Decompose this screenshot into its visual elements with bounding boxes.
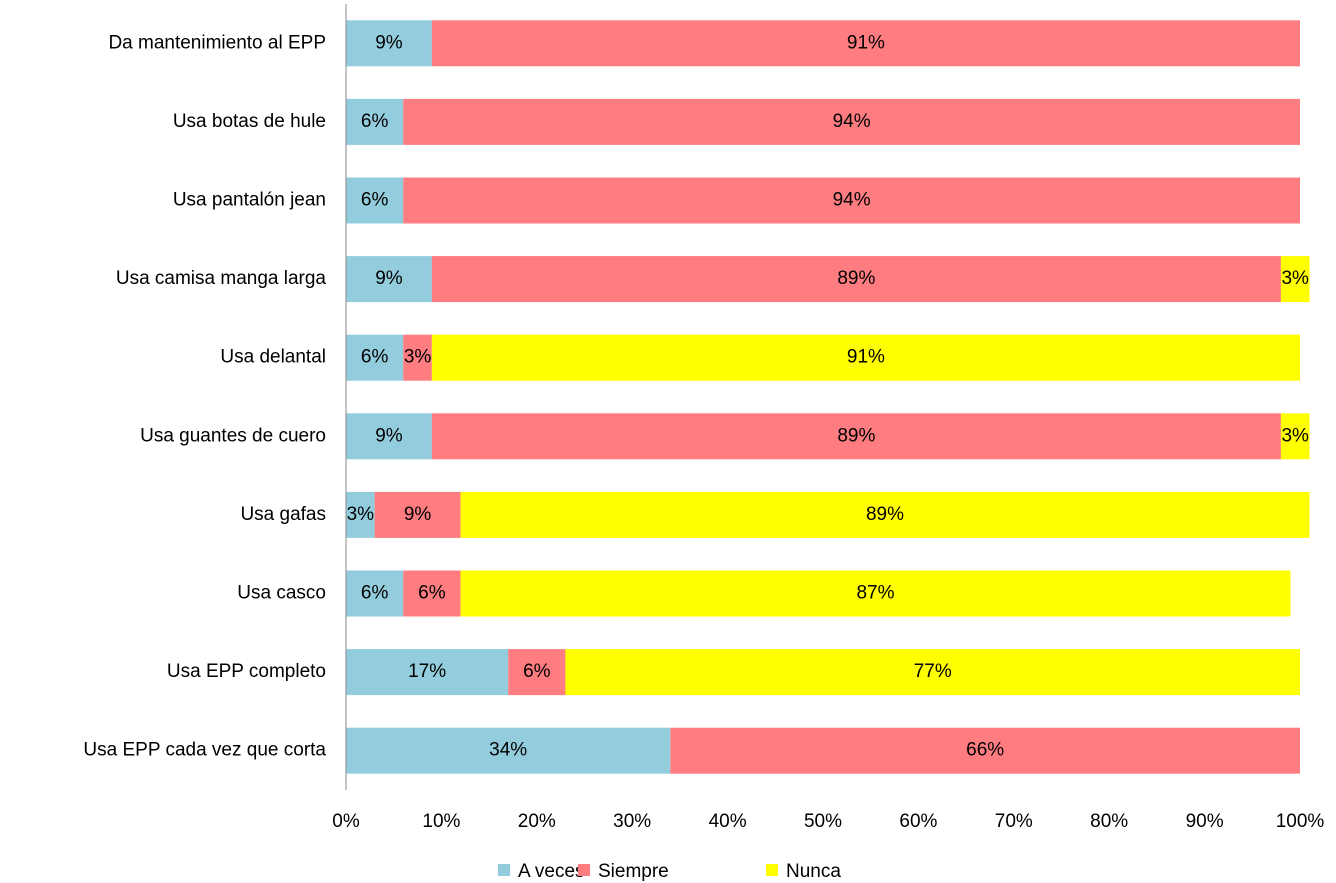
data-label: 34% (489, 740, 527, 761)
bar-segment (346, 413, 432, 460)
data-label: 89% (866, 504, 904, 525)
x-tick-label: 20% (518, 811, 556, 832)
bar-segment (431, 256, 1281, 303)
bar-segment (403, 570, 461, 617)
bar-segment (460, 491, 1310, 538)
data-label: 3% (1281, 425, 1309, 446)
data-label: 66% (966, 740, 1004, 761)
bar-segment (346, 491, 375, 538)
data-label: 9% (375, 32, 403, 53)
bar-segment (431, 334, 1300, 381)
data-label: 6% (361, 190, 389, 211)
bar-segment (346, 98, 404, 145)
legend-label: Nunca (786, 861, 841, 882)
bar-segment (403, 98, 1300, 145)
bar-segment (565, 649, 1300, 696)
data-label: 3% (347, 504, 375, 525)
bar-segment (346, 177, 404, 224)
bar-segment (431, 413, 1281, 460)
data-label: 94% (833, 190, 871, 211)
category-label: Usa EPP completo (167, 661, 326, 682)
data-label: 17% (408, 661, 446, 682)
data-label: 6% (418, 583, 446, 604)
x-tick-label: 60% (899, 811, 937, 832)
data-label: 77% (914, 661, 952, 682)
bar-segment (670, 727, 1300, 774)
bar-segment (346, 334, 404, 381)
bar-segment (460, 570, 1291, 617)
data-label: 6% (361, 583, 389, 604)
category-label: Usa guantes de cuero (140, 425, 326, 446)
bar-segment (403, 177, 1300, 224)
x-tick-label: 40% (709, 811, 747, 832)
category-label: Usa botas de hule (173, 111, 326, 132)
bar-segment (346, 20, 432, 67)
data-label: 6% (361, 347, 389, 368)
data-label: 9% (375, 425, 403, 446)
bar-segment (1280, 413, 1310, 460)
x-tick-label: 10% (422, 811, 460, 832)
data-label: 6% (523, 661, 551, 682)
bar-segment (1280, 256, 1310, 303)
category-label: Usa pantalón jean (173, 190, 326, 211)
bar-segment (346, 727, 671, 774)
category-label: Usa delantal (220, 347, 326, 368)
x-tick-label: 30% (613, 811, 651, 832)
x-tick-label: 0% (332, 811, 360, 832)
x-tick-label: 70% (995, 811, 1033, 832)
category-label: Da mantenimiento al EPP (108, 32, 326, 53)
legend-swatch (498, 864, 510, 876)
bar-segment (346, 256, 432, 303)
data-label: 87% (856, 583, 894, 604)
data-label: 6% (361, 111, 389, 132)
bar-segment (346, 570, 404, 617)
legend-swatch (766, 864, 778, 876)
data-label: 94% (833, 111, 871, 132)
data-label: 3% (1281, 268, 1309, 289)
category-label: Usa camisa manga larga (116, 268, 327, 289)
category-label: Usa EPP cada vez que corta (83, 740, 326, 761)
data-label: 9% (404, 504, 432, 525)
legend-swatch (578, 864, 590, 876)
legend-label: A veces (518, 861, 585, 882)
category-label: Usa gafas (240, 504, 326, 525)
x-tick-label: 90% (1186, 811, 1224, 832)
bar-segment (508, 649, 566, 696)
data-label: 9% (375, 268, 403, 289)
x-tick-label: 50% (804, 811, 842, 832)
data-label: 91% (847, 347, 885, 368)
data-label: 3% (404, 347, 432, 368)
bar-segment (346, 649, 509, 696)
data-label: 89% (837, 268, 875, 289)
legend-label: Siempre (598, 861, 669, 882)
bar-segment (374, 491, 461, 538)
data-label: 91% (847, 32, 885, 53)
category-label: Usa casco (237, 583, 326, 604)
bar-segment (431, 20, 1300, 67)
bar-segment (403, 334, 432, 381)
x-tick-label: 80% (1090, 811, 1128, 832)
x-tick-label: 100% (1276, 811, 1325, 832)
data-label: 89% (837, 425, 875, 446)
